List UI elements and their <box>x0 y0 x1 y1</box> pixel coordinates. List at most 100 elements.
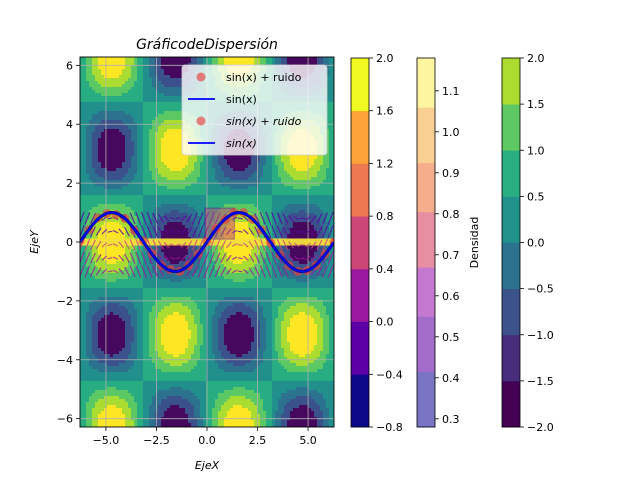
contour-cell <box>293 168 297 172</box>
contour-cell <box>149 153 153 157</box>
contour-cell <box>206 156 210 160</box>
contour-cell <box>239 156 243 160</box>
contour-cell <box>119 147 123 151</box>
contour-cell <box>140 180 144 184</box>
contour-cell <box>101 162 105 166</box>
contour-cell <box>158 198 162 202</box>
contour-cell <box>98 87 102 91</box>
contour-cell <box>140 63 144 67</box>
contour-cell <box>305 207 309 211</box>
contour-cell <box>326 213 330 217</box>
contour-cell <box>158 111 162 115</box>
contour-cell <box>299 207 303 211</box>
contour-cell <box>212 189 216 193</box>
contour-cell <box>170 198 174 202</box>
contour-cell <box>242 219 246 223</box>
contour-cell <box>164 129 168 133</box>
contour-cell <box>170 129 174 133</box>
contour-cell <box>278 180 282 184</box>
contour-cell <box>245 198 249 202</box>
contour-cell <box>113 156 117 160</box>
contour-cell <box>143 57 147 61</box>
contour-cell <box>128 87 132 91</box>
contour-cell <box>95 222 99 226</box>
contour-cell <box>191 171 195 175</box>
contour-cell <box>161 75 165 79</box>
contour-cell <box>191 231 195 235</box>
contour-cell <box>269 165 273 169</box>
contour-cell <box>329 150 333 154</box>
contour-cell <box>161 186 165 190</box>
contour-cell <box>200 186 204 190</box>
contour-cell <box>188 156 192 160</box>
contour-cell <box>317 180 321 184</box>
contour-cell <box>215 162 219 166</box>
contour-cell <box>113 150 117 154</box>
contour-cell <box>308 189 312 193</box>
contour-cell <box>86 108 90 112</box>
contour-cell <box>188 195 192 199</box>
contour-cell <box>119 60 123 64</box>
contour-cell <box>107 192 111 196</box>
contour-cell <box>149 66 153 70</box>
contour-cell <box>110 126 114 130</box>
contour-cell <box>107 90 111 94</box>
contour-cell <box>293 222 297 226</box>
contour-cell <box>188 177 192 181</box>
contour-cell <box>125 159 129 163</box>
contour-cell <box>254 171 258 175</box>
contour-cell <box>149 102 153 106</box>
contour-cell <box>182 225 186 229</box>
contour-cell <box>80 198 84 202</box>
contour-cell <box>137 228 141 232</box>
contour-cell <box>218 165 222 169</box>
contour-cell <box>125 222 129 226</box>
contour-cell <box>239 165 243 169</box>
contour-cell <box>146 117 150 121</box>
contour-cell <box>329 177 333 181</box>
contour-cell <box>179 96 183 100</box>
contour-cell <box>101 132 105 136</box>
contour-cell <box>131 195 135 199</box>
contour-cell <box>314 174 318 178</box>
contour-cell <box>89 129 93 133</box>
contour-cell <box>173 63 177 67</box>
contour-cell <box>119 195 123 199</box>
contour-cell <box>122 150 126 154</box>
contour-cell <box>236 219 240 223</box>
contour-cell <box>149 126 153 130</box>
contour-cell <box>146 111 150 115</box>
contour-cell <box>260 174 264 178</box>
contour-cell <box>134 201 138 205</box>
contour-cell <box>125 225 129 229</box>
contour-cell <box>119 129 123 133</box>
contour-cell <box>263 213 267 217</box>
contour-cell <box>248 225 252 229</box>
contour-cell <box>122 168 126 172</box>
contour-cell <box>131 105 135 109</box>
contour-cell <box>326 192 330 196</box>
contour-cell <box>326 126 330 130</box>
contour-cell <box>98 123 102 127</box>
contour-cell <box>83 120 87 124</box>
contour-cell <box>161 192 165 196</box>
contour-cell <box>95 192 99 196</box>
contour-cell <box>113 96 117 100</box>
contour-cell <box>143 132 147 136</box>
contour-cell <box>323 198 327 202</box>
contour-cell <box>293 180 297 184</box>
contour-cell <box>95 78 99 82</box>
contour-cell <box>317 162 321 166</box>
contour-cell <box>281 57 285 61</box>
contour-cell <box>140 108 144 112</box>
contour-cell <box>236 186 240 190</box>
contour-cell <box>167 156 171 160</box>
contour-cell <box>89 174 93 178</box>
contour-cell <box>248 207 252 211</box>
contour-cell <box>95 111 99 115</box>
contour-cell <box>89 72 93 76</box>
contour-cell <box>116 117 120 121</box>
contour-cell <box>140 99 144 103</box>
contour-cell <box>113 162 117 166</box>
contour-cell <box>209 192 213 196</box>
